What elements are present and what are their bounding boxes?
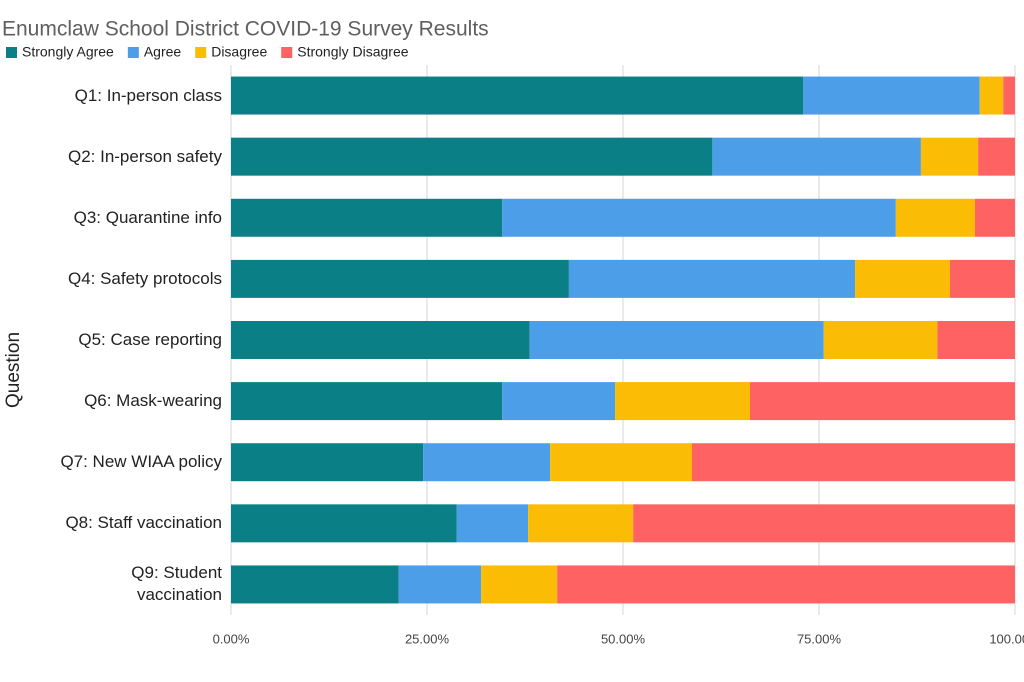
- x-tick-label: 0.00%: [213, 631, 250, 646]
- bar-segment: [978, 137, 1015, 176]
- bar-segment: [231, 565, 399, 604]
- legend-label: Strongly Agree: [22, 44, 114, 60]
- x-tick-label: 75.00%: [797, 631, 842, 646]
- bar-segment: [231, 259, 569, 298]
- y-axis-title: Question: [3, 332, 24, 408]
- bar-segment: [949, 259, 1015, 298]
- bar-segment: [231, 137, 713, 176]
- bar-segment: [712, 137, 921, 176]
- x-tick-label: 50.00%: [601, 631, 646, 646]
- legend-swatch: [127, 47, 139, 58]
- bar-segment: [937, 321, 1015, 359]
- bar-segment: [231, 76, 804, 115]
- bar-segment: [568, 259, 856, 298]
- chart-title: Enumclaw School District COVID-19 Survey…: [2, 18, 489, 41]
- y-tick-label: Q1: In-person class: [74, 85, 222, 105]
- bar-segment: [979, 76, 1004, 115]
- bar-segment: [557, 565, 1015, 604]
- bar-segment: [1003, 76, 1015, 115]
- bar-segment: [529, 321, 824, 359]
- y-tick-label: Q6: Mask-wearing: [84, 391, 222, 411]
- bar-segment: [895, 198, 976, 237]
- bar-segment: [750, 382, 1015, 421]
- bar-segment: [231, 321, 530, 359]
- y-tick-label: Q8: Staff vaccination: [65, 513, 222, 533]
- bar-segment: [231, 504, 457, 543]
- bar-segment: [691, 443, 1015, 482]
- legend-swatch: [281, 47, 293, 58]
- bar-segment: [803, 76, 980, 115]
- y-tick-label: Q7: New WIAA policy: [60, 452, 222, 472]
- bar-segment: [231, 443, 424, 482]
- bar-segment: [231, 382, 503, 421]
- y-tick-label: Q5: Case reporting: [78, 330, 222, 349]
- bar-segment: [823, 321, 938, 359]
- legend-swatch: [6, 47, 17, 58]
- x-tick-label: 100.00%: [989, 631, 1024, 646]
- bar-segment: [231, 198, 503, 237]
- bar-segment: [855, 259, 950, 298]
- legend-label: Strongly Disagree: [297, 44, 408, 60]
- bar-segment: [456, 504, 529, 543]
- x-tick-label: 25.00%: [405, 631, 450, 646]
- bar-segment: [633, 504, 1015, 543]
- bar-segment: [481, 565, 558, 604]
- bar-segment: [502, 198, 896, 237]
- y-tick-label: Q2: In-person safety: [67, 146, 222, 166]
- bar-segment: [615, 382, 751, 421]
- y-tick-label: Q4: Safety protocols: [67, 268, 222, 288]
- legend-label: Agree: [144, 44, 182, 60]
- bar-segment: [975, 198, 1015, 237]
- bar-segment: [398, 565, 482, 604]
- bar-segment: [528, 504, 634, 543]
- y-tick-label: Q9: Student vaccination: [131, 563, 222, 605]
- bar-segment: [502, 382, 616, 421]
- bar-segment: [423, 443, 551, 482]
- legend-label: Disagree: [211, 44, 267, 60]
- y-tick-label: Q3: Quarantine info: [73, 207, 222, 227]
- legend-swatch: [195, 47, 207, 58]
- bar-segment: [920, 137, 979, 176]
- bar-segment: [550, 443, 692, 482]
